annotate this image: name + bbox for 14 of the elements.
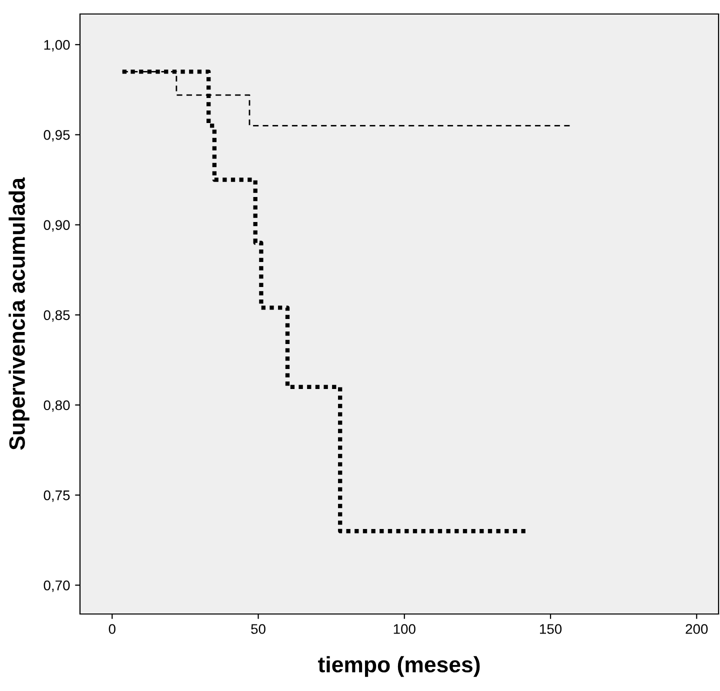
y-tick-label: 0,70 xyxy=(44,580,70,592)
y-tick-label: 0,75 xyxy=(44,490,70,502)
x-tick-label: 100 xyxy=(394,624,416,634)
y-tick-label: 0,95 xyxy=(44,130,70,142)
y-tick-label: 0,90 xyxy=(44,220,70,232)
x-tick-label: 50 xyxy=(251,624,266,634)
x-tick-label: 0 xyxy=(108,624,116,634)
x-axis-title: tiempo (meses) xyxy=(318,656,480,677)
y-tick-label: 0,85 xyxy=(44,310,70,322)
x-tick-label: 150 xyxy=(540,624,562,634)
y-axis-title: Supervivencia acumulada xyxy=(8,177,30,450)
y-tick-label: 1,00 xyxy=(44,40,70,52)
y-tick-label: 0,80 xyxy=(44,400,70,412)
x-tick-label: 200 xyxy=(686,624,708,634)
